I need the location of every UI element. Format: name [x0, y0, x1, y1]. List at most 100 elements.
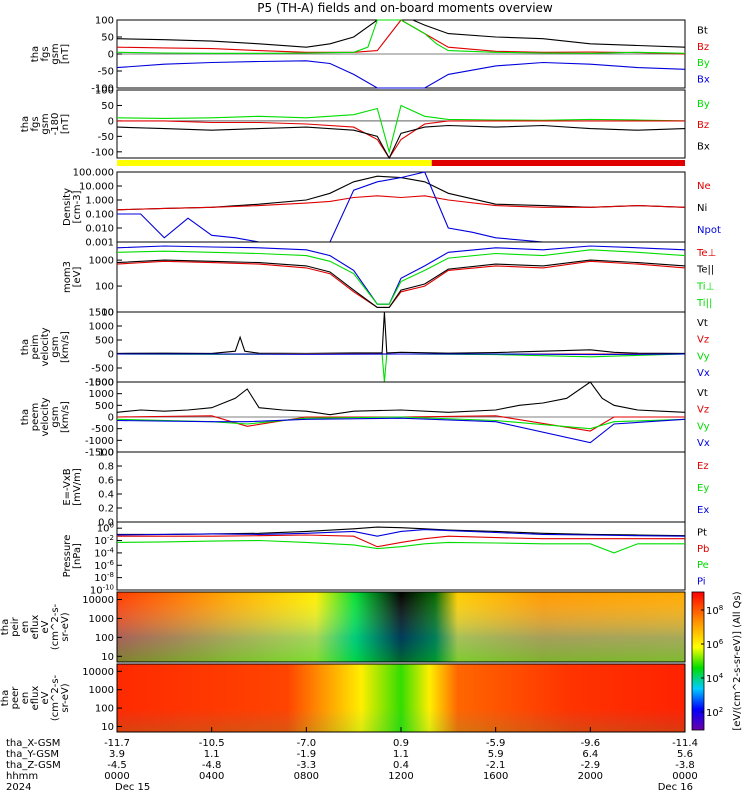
peem_velocity-ytick-label: 0	[108, 413, 114, 424]
fgs_gsm-legend-item: By	[697, 58, 710, 69]
peim_velocity-ylabel-line: [km/s]	[60, 331, 71, 363]
time-row-value: -2.9	[581, 760, 601, 771]
moments_temp-legend-item: Te||	[696, 265, 714, 276]
peem_velocity-series-Vt	[116, 381, 686, 416]
time-row-label: hhmm	[6, 771, 38, 782]
efield-ytick-label: 0.4	[98, 490, 114, 501]
peem_velocity-ytick-label: -1000	[85, 436, 114, 447]
peer_spectrogram-ylabel-line: eflux	[30, 686, 41, 711]
peim_velocity-ytick-label: -500	[91, 364, 114, 375]
efield-ylabel-line: [mV/m]	[72, 468, 83, 506]
colorbar	[691, 591, 705, 731]
peim_velocity-series-Vt	[116, 311, 686, 354]
moments_temp-series-Ti||	[116, 245, 686, 305]
peir_spectrogram-ytick-label: 100	[95, 633, 114, 644]
fgs_gsm-ytick-label: 0	[108, 50, 114, 61]
density-ytick-label: 10.000	[79, 182, 114, 193]
peem_velocity-ylabel-line: tha	[20, 409, 31, 425]
efield-ytick-label: 0.8	[98, 462, 114, 473]
time-row-value: 0.9	[393, 738, 409, 749]
time-row-value: Dec 15	[115, 782, 150, 793]
colorbar-tick-label: 104	[706, 672, 724, 685]
peer_spectrogram-ytick-label: 100	[95, 704, 114, 715]
time-row-value: -5.9	[486, 738, 506, 749]
density-ytick-label: 0.001	[85, 238, 114, 249]
time-row-value: 0000	[104, 771, 129, 782]
peem_velocity-ylabel-line: gsm	[50, 406, 61, 427]
fgs_gsm-ytick-label: -100	[91, 84, 114, 95]
peem_velocity-ytick-label: -1500	[85, 448, 114, 459]
time-row-value: -9.6	[581, 738, 601, 749]
panel-fgs_gsm: 100 50 0 -50 -100 tha fgs gsm [nT] Bt Bz By Bx	[30, 16, 710, 95]
peem_velocity-series-Vx	[116, 417, 686, 444]
time-row-value: -10.5	[199, 738, 225, 749]
moments_temp-legend-item: Te⊥	[696, 248, 716, 259]
moments_temp-series-Ti⊥	[116, 249, 686, 305]
colorbar-label: [eV/(cm^2-s-sr-eV)] (All Qs)	[732, 591, 743, 730]
time-row-value: 0.4	[393, 760, 409, 771]
peem_velocity-ylabel-line: velocity	[40, 397, 51, 436]
peer_spectrogram-overlay	[117, 664, 685, 732]
fgs_gsm_180-ytick-label: -100	[91, 147, 114, 158]
time-row-value: 2000	[578, 771, 603, 782]
peem_velocity-legend-item: Vz	[697, 405, 709, 416]
pressure-ylabel-line: Pressure	[62, 535, 73, 578]
pressure-series-Pe	[116, 539, 685, 554]
time-row-value: 1.1	[204, 749, 220, 760]
pressure-ytick-label: 10-4	[94, 546, 114, 559]
fgs_gsm_180-ytick-label: 100	[95, 86, 114, 97]
peim_velocity-ylabel-line: gsm	[50, 336, 61, 357]
peir_spectrogram-ylabel-line: (cm^2-s-	[50, 603, 61, 650]
density-legend-item: Ni	[697, 203, 707, 214]
time-row-value: 0400	[199, 771, 224, 782]
fgs_gsm_180-series-Bz	[117, 120, 685, 160]
time-row-value: -2.1	[486, 760, 506, 771]
panel-fgs_gsm_180: 100 50 0 -50 -100 tha fgs gsm -180 [nT] By Bz Bx	[20, 86, 710, 160]
peim_velocity-series-Vx	[117, 353, 686, 356]
density-series-Ne	[116, 195, 686, 211]
efield-legend-item: Ey	[697, 483, 709, 494]
pressure-legend-item: Pi	[697, 576, 706, 587]
efield-ytick-label: 0.2	[98, 504, 114, 515]
peir_spectrogram-ylabel-line: eflux	[30, 615, 41, 640]
fgs_gsm-ytick-label: 50	[101, 33, 114, 44]
density-legend-item: Npot	[697, 225, 721, 236]
fgs_gsm_180-ylabel-line: gsm	[40, 113, 51, 134]
pressure-legend-item: Pt	[697, 528, 707, 539]
time-row-value: Dec 16	[658, 782, 693, 793]
moments_temp-ytick-label: 100	[95, 282, 114, 293]
fgs_gsm-ylabel-line: gsm	[50, 43, 61, 64]
peer_spectrogram-ylabel-line: eV	[40, 691, 51, 704]
peim_velocity-ytick-label: 500	[95, 336, 114, 347]
peem_velocity-legend-item: Vx	[697, 438, 710, 449]
fgs_gsm_180-series-By	[116, 104, 686, 154]
fgs_gsm_180-ytick-label: 50	[101, 101, 114, 112]
moments_temp-legend-item: Ti⊥	[696, 281, 714, 292]
pressure-legend-item: Pb	[697, 544, 709, 555]
fgs_gsm-legend-item: Bx	[697, 74, 710, 85]
peim_velocity-legend-item: Vy	[697, 351, 710, 362]
colorbar-tick-label: 102	[706, 706, 723, 719]
pressure-series-Pb	[117, 534, 685, 548]
pressure-ytick-label: 10-10	[90, 584, 114, 597]
pressure-legend-item: Pe	[697, 560, 709, 571]
fgs_gsm_180-legend-item: Bx	[697, 141, 710, 152]
peem_velocity-ylabel-line: [km/s]	[60, 401, 71, 433]
peim_velocity-legend-item: Vz	[697, 335, 709, 346]
peer_spectrogram-ylabel-line: (cm^2-s-	[50, 674, 61, 721]
colorbar-tick-label: 106	[706, 638, 724, 651]
efield-legend-item: Ez	[697, 461, 709, 472]
peim_velocity-ylabel-line: peim	[30, 334, 41, 359]
peim_velocity-ytick-label: 0	[108, 350, 114, 361]
fgs_gsm_180-ytick-label: -50	[98, 132, 114, 143]
peem_velocity-ytick-label: 1500	[89, 378, 114, 389]
pressure-ytick-label: 10-8	[94, 571, 114, 584]
density-ytick-label: 0.010	[85, 224, 114, 235]
time-row-value: -11.7	[104, 738, 130, 749]
peir_spectrogram-ylabel-line: eV	[40, 620, 51, 633]
efield-ytick-label: 1.0	[98, 448, 114, 459]
pressure-frame	[116, 521, 686, 591]
fgs_gsm_180-frame	[116, 89, 686, 159]
fgs_gsm-series-By	[116, 19, 686, 54]
